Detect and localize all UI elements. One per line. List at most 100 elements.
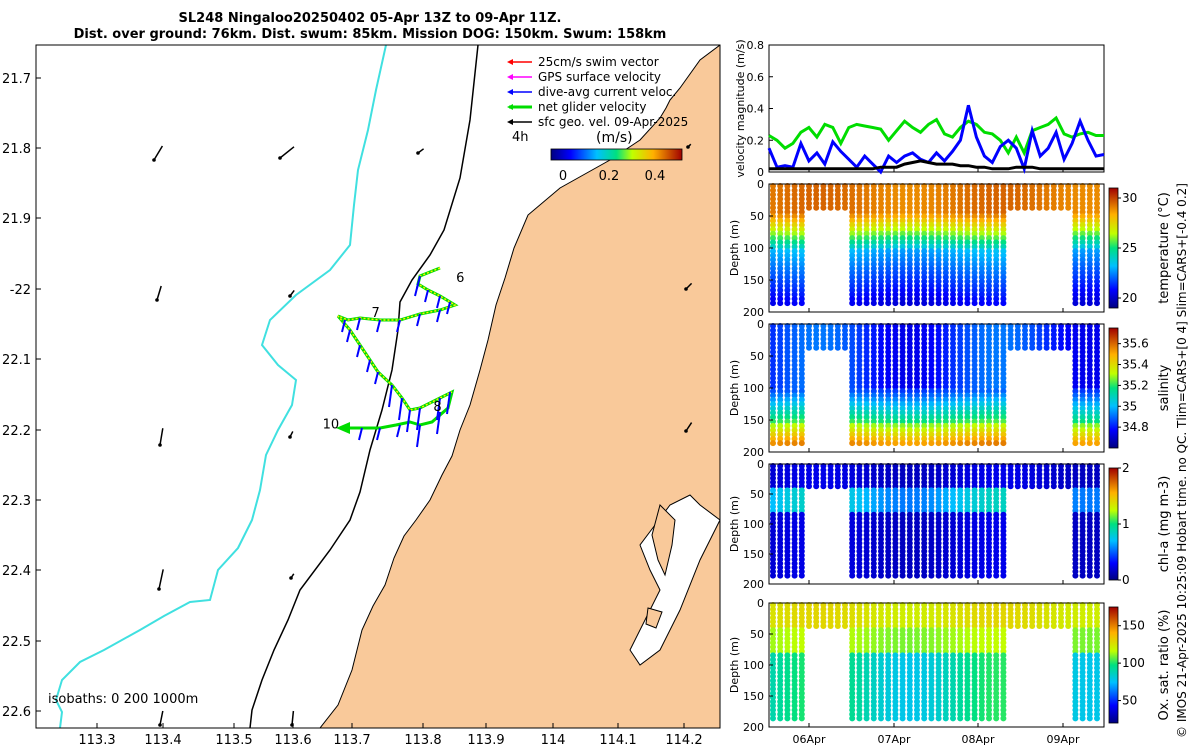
section-datapoint <box>849 222 856 229</box>
section-datapoint <box>1036 327 1043 334</box>
section-datapoint <box>950 370 956 377</box>
section-datapoint <box>921 677 928 684</box>
section-datapoint <box>942 375 949 382</box>
section-datapoint <box>1036 196 1043 203</box>
section-datapoint <box>1022 618 1028 625</box>
dive-current-arrow <box>376 427 381 441</box>
section-datapoint <box>791 282 798 289</box>
section-datapoint <box>856 401 863 408</box>
section-datapoint <box>770 711 776 718</box>
section-datapoint <box>863 200 870 207</box>
section-datapoint <box>950 200 956 207</box>
section-datapoint <box>1072 610 1079 617</box>
section-profiles <box>770 602 1100 722</box>
section-datapoint <box>914 681 920 688</box>
section-datapoint <box>856 618 863 625</box>
section-datapoint <box>885 235 892 242</box>
section-datapoint <box>885 707 892 713</box>
section-datapoint <box>986 213 992 220</box>
section-datapoint <box>770 690 776 697</box>
section-datapoint <box>978 610 985 617</box>
map-xtick-label: 113.9 <box>467 733 504 748</box>
section-ctick-label: 35.2 <box>1122 378 1149 392</box>
section-datapoint <box>942 291 949 298</box>
section-datapoint <box>791 336 798 343</box>
section-ytick-label: 0 <box>757 597 764 610</box>
section-datapoint <box>957 209 964 216</box>
section-datapoint <box>892 656 899 663</box>
section-datapoint <box>777 191 784 198</box>
section-datapoint <box>978 287 985 294</box>
section-datapoint <box>863 336 870 343</box>
section-datapoint <box>942 681 949 688</box>
section-datapoint <box>1086 357 1093 364</box>
section-datapoint <box>928 243 935 250</box>
section-datapoint <box>1094 711 1100 718</box>
section-datapoint <box>978 222 985 229</box>
section-datapoint <box>834 483 841 490</box>
section-datapoint <box>928 435 935 442</box>
section-datapoint <box>885 711 892 718</box>
section-datapoint <box>914 648 920 655</box>
section-datapoint <box>849 673 856 680</box>
section-datapoint <box>1000 627 1007 634</box>
section-datapoint <box>971 213 978 220</box>
section-datapoint <box>849 274 856 281</box>
section-datapoint <box>878 614 884 621</box>
section-datapoint <box>971 623 978 629</box>
section-datapoint <box>935 606 942 613</box>
section-datapoint <box>1000 235 1007 242</box>
section-datapoint <box>950 698 956 705</box>
section-ytick-label: 150 <box>743 548 764 561</box>
section-datapoint <box>791 383 798 390</box>
section-datapoint <box>950 300 956 307</box>
section-datapoint <box>964 248 971 255</box>
section-datapoint <box>942 222 949 229</box>
section-datapoint <box>899 627 906 634</box>
section-datapoint <box>791 440 798 447</box>
section-datapoint <box>878 414 884 421</box>
section-datapoint <box>906 431 913 438</box>
section-datapoint <box>791 639 798 646</box>
section-datapoint <box>777 248 784 255</box>
section-datapoint <box>1043 200 1050 207</box>
section-datapoint <box>978 349 985 356</box>
section-datapoint <box>986 681 992 688</box>
section-datapoint <box>878 366 884 373</box>
section-datapoint <box>892 375 899 382</box>
section-datapoint <box>928 694 935 701</box>
section-datapoint <box>870 388 877 395</box>
section-datapoint <box>942 396 949 403</box>
section-datapoint <box>1029 196 1036 203</box>
section-datapoint <box>892 187 899 194</box>
section-datapoint <box>1094 327 1100 334</box>
section-datapoint <box>777 230 784 237</box>
section-datapoint <box>798 656 805 663</box>
section-datapoint <box>906 370 913 377</box>
section-datapoint <box>777 656 784 663</box>
section-datapoint <box>791 690 798 697</box>
section-datapoint <box>1000 379 1007 386</box>
section-datapoint <box>942 230 949 237</box>
section-datapoint <box>1086 209 1093 216</box>
section-datapoint <box>784 572 791 579</box>
section-datapoint <box>899 639 906 646</box>
section-datapoint <box>863 648 870 655</box>
section-datapoint <box>928 610 935 617</box>
section-datapoint <box>971 618 978 625</box>
section-datapoint <box>777 401 784 408</box>
section-datapoint <box>978 269 985 276</box>
section-datapoint <box>798 287 805 294</box>
section-datapoint <box>1086 379 1093 386</box>
section-datapoint <box>777 269 784 276</box>
section-datapoint <box>978 690 985 697</box>
section-datapoint <box>978 698 985 705</box>
section-datapoint <box>1086 715 1093 722</box>
section-datapoint <box>935 401 942 408</box>
section-datapoint <box>878 265 884 272</box>
section-datapoint <box>993 357 1000 364</box>
section-datapoint <box>1000 418 1007 425</box>
section-datapoint <box>957 213 964 220</box>
section-datapoint <box>1072 291 1079 298</box>
section-datapoint <box>784 278 791 285</box>
